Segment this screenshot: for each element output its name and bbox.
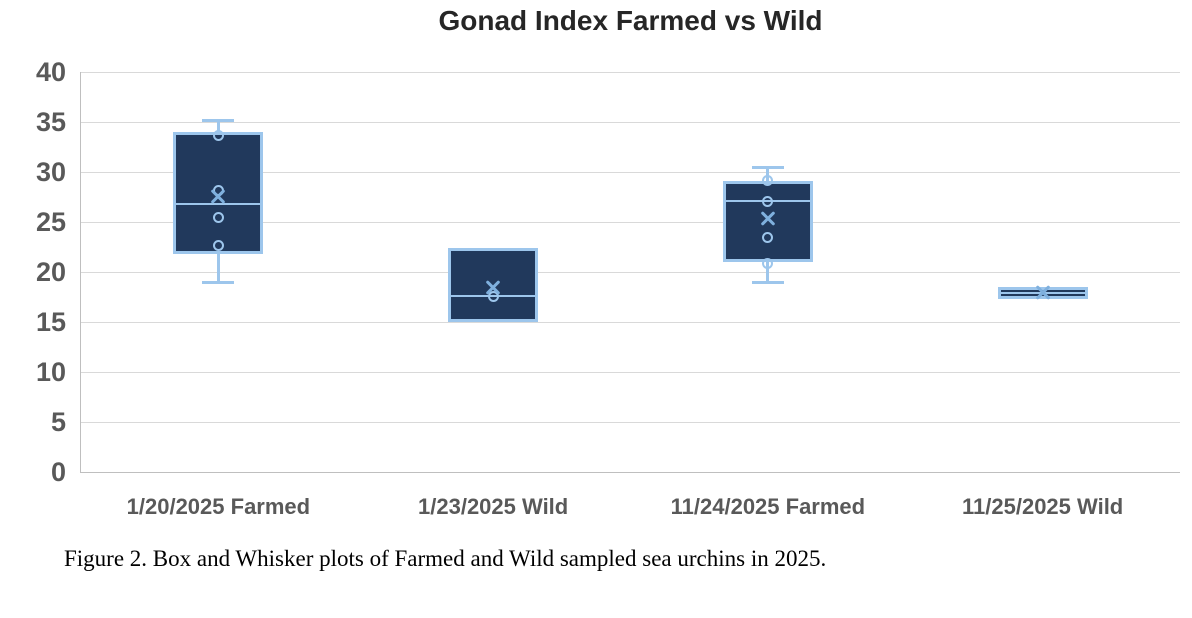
y-axis-tick-label: 20: [35, 257, 66, 287]
mean-x-marker: [484, 278, 502, 296]
y-gridline: [81, 421, 1180, 423]
mean-x-marker: [759, 209, 777, 227]
y-axis-tick-label: 35: [35, 107, 66, 137]
y-gridline: [81, 371, 1180, 373]
whisker-cap-max: [751, 165, 784, 169]
y-axis-tick-label: 25: [35, 207, 66, 237]
data-point: [762, 174, 774, 186]
median-line: [173, 202, 264, 206]
y-gridline: [81, 221, 1180, 223]
y-gridline: [81, 271, 1180, 273]
y-gridline: [81, 171, 1180, 173]
y-axis-tick-label: 30: [35, 157, 66, 187]
data-point: [212, 129, 224, 141]
x-axis-category-label: 11/25/2025 Wild: [962, 494, 1124, 519]
y-gridline: [81, 121, 1180, 123]
y-axis-tick-label: 10: [35, 357, 66, 387]
figure-caption: Figure 2. Box and Whisker plots of Farme…: [64, 546, 827, 571]
data-point: [212, 211, 224, 223]
box: [722, 181, 813, 262]
y-axis-tick-label: 15: [35, 307, 66, 337]
data-point: [487, 290, 499, 302]
data-point: [762, 231, 774, 243]
data-point: [762, 195, 774, 207]
whisker-cap-min: [751, 280, 784, 284]
y-gridline: [81, 471, 1180, 473]
x-axis-category-label: 1/20/2025 Farmed: [126, 494, 311, 519]
x-axis-category-label: 11/24/2025 Farmed: [670, 494, 866, 519]
x-axis-category-label: 1/23/2025 Wild: [418, 494, 569, 519]
data-point: [762, 257, 774, 269]
mean-x-marker: [209, 187, 227, 205]
whisker-cap-min: [202, 280, 235, 284]
y-axis-tick-label: 40: [35, 57, 66, 87]
data-point: [212, 239, 224, 251]
chart-title: Gonad Index Farmed vs Wild: [438, 5, 823, 36]
mean-x-marker: [1034, 283, 1052, 301]
plot-area: [81, 71, 1180, 473]
whisker-cap-max: [202, 118, 235, 122]
y-axis-line: [80, 72, 81, 473]
y-gridline: [81, 321, 1180, 323]
y-axis-tick-label: 5: [50, 407, 66, 437]
y-axis-tick-label: 0: [50, 457, 66, 487]
y-gridline: [81, 71, 1180, 73]
